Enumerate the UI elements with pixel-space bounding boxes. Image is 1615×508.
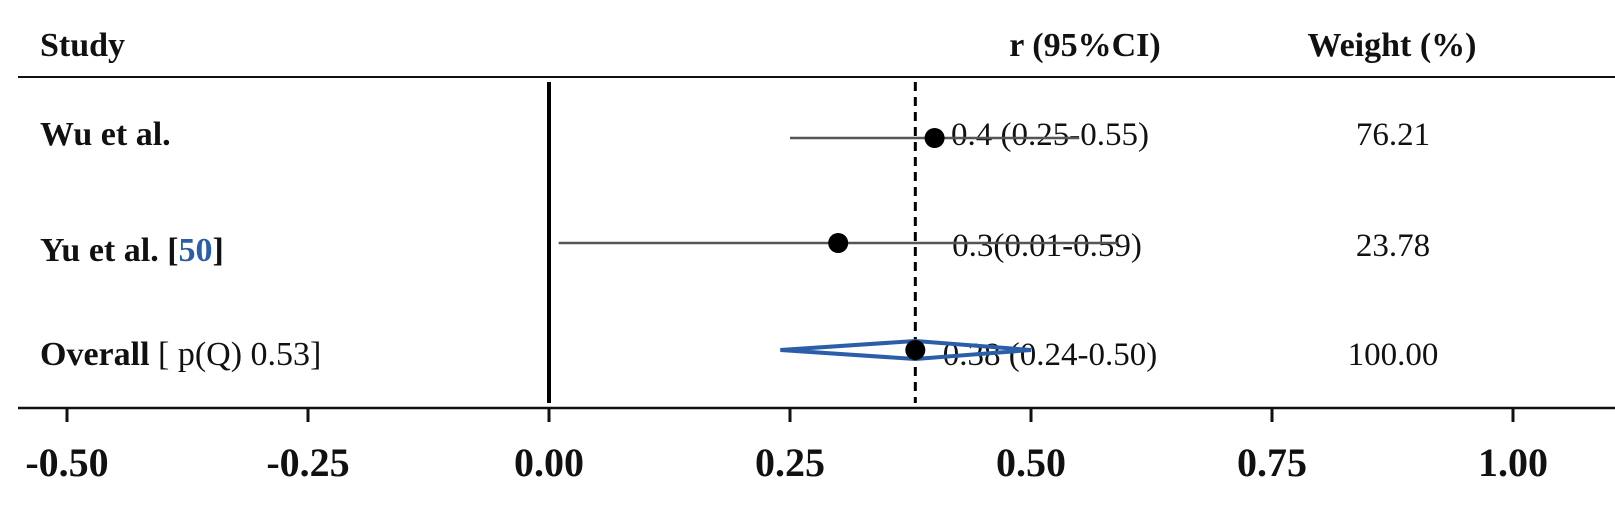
weight-yu: 23.78 [1356, 228, 1430, 264]
x-axis-ticks: -0.50-0.250.000.250.500.751.001.251.50 [25, 408, 1548, 485]
x-tick-label: 0.50 [996, 440, 1066, 485]
point-yu [828, 233, 849, 253]
point-wu [924, 128, 945, 148]
overall-label: Overall [ p(Q) 0.53] [40, 336, 321, 373]
x-tick-label: 1.00 [1478, 440, 1548, 485]
ci-text-yu: 0.3(0.01-0.59) [952, 228, 1142, 264]
x-tick-label: 0.25 [755, 440, 825, 485]
weight-wu: 76.21 [1356, 117, 1430, 153]
study-label-yu-name: Yu et al. [ [40, 232, 179, 269]
overall-diamond [780, 338, 1032, 362]
header-weight: Weight (%) [1307, 27, 1476, 64]
header-study: Study [40, 27, 125, 64]
study-label-yu: Yu et al. [50] [40, 232, 224, 269]
ci-text-wu: 0.4 (0.25-0.55) [951, 117, 1149, 153]
study-label-yu-close: ] [213, 232, 224, 269]
x-tick-label: 0.75 [1237, 440, 1307, 485]
header-ci: r (95%CI) [1009, 27, 1160, 64]
overall-heterogeneity: [ p(Q) 0.53] [150, 336, 322, 373]
x-tick-label: -0.50 [25, 440, 108, 485]
weight-overall: 100.00 [1348, 337, 1439, 373]
x-tick-label: 0.00 [514, 440, 584, 485]
study-label-wu: Wu et al. [40, 116, 171, 153]
x-tick-label: -0.25 [266, 440, 349, 485]
point-overall [905, 340, 926, 360]
overall-name: Overall [40, 336, 150, 373]
study-ref-link[interactable]: 50 [179, 232, 213, 269]
